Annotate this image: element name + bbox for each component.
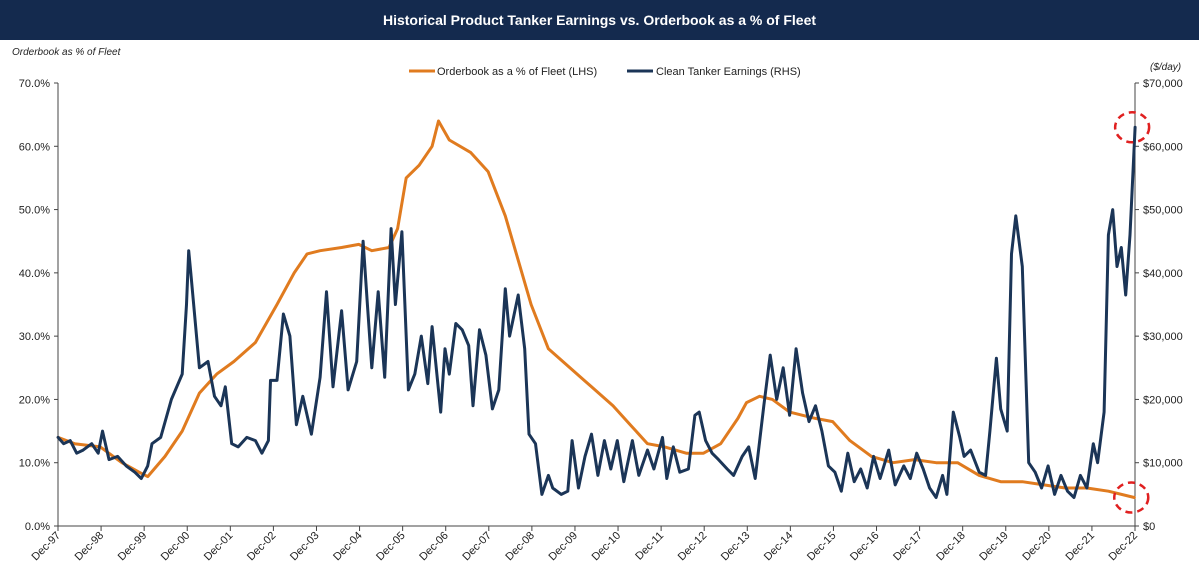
x-tick-label: Dec-09 [547,530,581,564]
right-tick-label: $0 [1143,521,1155,533]
right-tick-label: $70,000 [1143,78,1183,90]
left-tick-label: 30.0% [19,331,50,343]
earnings-series-line [56,125,1137,499]
x-tick-label: Dec-07 [460,530,494,564]
x-tick-label: Dec-22 [1107,530,1141,564]
x-tick-label: Dec-12 [676,530,710,564]
x-tick-label: Dec-21 [1063,530,1097,564]
x-tick-label: Dec-13 [719,530,753,564]
left-tick-label: 0.0% [25,521,50,533]
left-tick-label: 40.0% [19,268,50,280]
x-tick-label: Dec-98 [73,530,107,564]
orderbook-series-line [56,119,1136,499]
left-tick-label: 50.0% [19,205,50,217]
highlight-circle-orderbook [1113,481,1150,514]
right-tick-label: $30,000 [1143,331,1183,343]
x-tick-label: Dec-06 [417,530,451,564]
right-tick-label: $60,000 [1143,141,1183,153]
left-tick-label: 70.0% [19,78,50,90]
x-tick-label: Dec-15 [805,530,839,564]
x-tick-label: Dec-11 [633,530,666,563]
x-tick-label: Dec-04 [331,530,365,564]
right-tick-label: $10,000 [1143,458,1183,470]
right-tick-label: $20,000 [1143,394,1183,406]
x-tick-label: Dec-10 [590,530,624,564]
x-tick-label: Dec-18 [934,530,968,564]
right-tick-label: $50,000 [1143,205,1183,217]
x-tick-label: Dec-00 [159,530,193,564]
right-axis-note: ($/day) [1150,62,1182,73]
x-tick-label: Dec-16 [848,530,882,564]
legend-orderbook-label: Orderbook as a % of Fleet (LHS) [437,66,597,78]
x-tick-label: Dec-02 [245,530,279,564]
chart-title-bar: Historical Product Tanker Earnings vs. O… [0,0,1199,40]
x-tick-label: Dec-20 [1020,530,1054,564]
x-tick-label: Dec-99 [116,530,150,564]
x-tick-label: Dec-14 [762,530,796,564]
x-tick-label: Dec-08 [503,530,537,564]
legend-earnings-label: Clean Tanker Earnings (RHS) [656,66,801,78]
x-tick-label: Dec-97 [30,530,64,564]
left-tick-label: 20.0% [19,394,50,406]
right-tick-label: $40,000 [1143,268,1183,280]
left-axis-note: Orderbook as % of Fleet [12,47,121,58]
x-tick-label: Dec-17 [891,530,925,564]
left-tick-label: 10.0% [19,458,50,470]
chart-title: Historical Product Tanker Earnings vs. O… [382,12,817,28]
x-tick-label: Dec-05 [374,530,408,564]
x-tick-label: Dec-19 [977,530,1011,564]
x-tick-label: Dec-01 [202,530,236,564]
left-tick-label: 60.0% [19,141,50,153]
highlight-circle-earnings [1113,111,1151,144]
x-tick-label: Dec-03 [288,530,322,564]
